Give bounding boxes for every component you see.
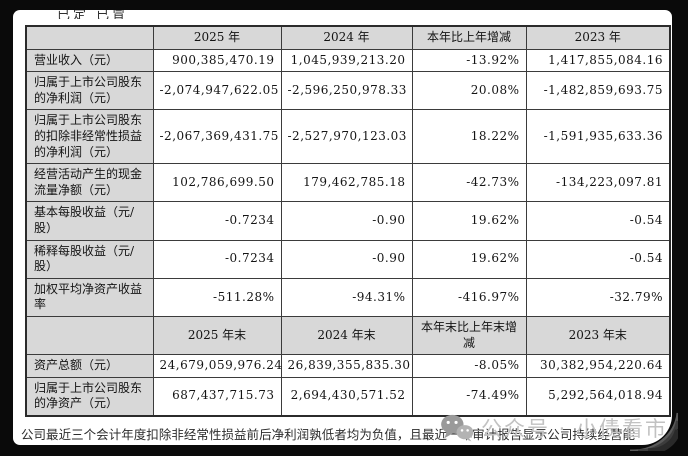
column-header: 2024 年 (280, 25, 413, 50)
column-header: 2025 年 (152, 25, 282, 50)
row-label: 稀释每股收益（元/股） (25, 239, 154, 279)
cell-value: 30,382,954,220.64 (525, 354, 671, 378)
watermark-label: 公众号 · 小债看市 (480, 417, 668, 441)
row-label: 资产总额（元） (25, 354, 154, 378)
cell-value: -511.28% (152, 277, 282, 317)
row-label: 基本每股收益（元/股） (25, 201, 154, 241)
table-row: 基本每股收益（元/股） -0.7234 -0.90 19.62% -0.54 (25, 201, 671, 241)
cell-value: 18.22% (411, 109, 527, 165)
row-label: 营业收入（元） (25, 48, 154, 73)
table-header-row: 2025 年 2024 年本年比上年增减 2023 年 (25, 25, 671, 50)
row-label: 归属于上市公司股东的净资产（元） (25, 376, 154, 417)
table-row: 稀释每股收益（元/股） -0.7234 -0.90 19.62% -0.54 (25, 239, 671, 279)
column-header: 2024 年末 (280, 315, 413, 356)
cell-value: -416.97% (411, 277, 527, 317)
table-row: 归属于上市公司股东的扣除非经常性损益的净利润（元） -2,067,369,431.… (25, 109, 671, 165)
cell-value: -2,067,369,431.75 (152, 109, 282, 165)
cell-value: 900,385,470.19 (152, 48, 282, 73)
table-header-row: 2025 年末 2024 年末 本年末比上年末增减 2023 年末 (25, 315, 671, 356)
cell-value: -0.90 (280, 201, 413, 241)
cell-value: -94.31% (280, 277, 413, 317)
clipped-top-text: 已定 已冒 (57, 10, 129, 19)
cell-value: -42.73% (411, 163, 527, 203)
cell-value: 102,786,699.50 (152, 163, 282, 203)
cell-value: -0.90 (280, 239, 413, 279)
cell-value: -2,596,250,978.33 (280, 71, 413, 111)
cell-value: 24,679,059,976.24 (152, 354, 282, 378)
cell-value: -13.92% (411, 48, 527, 73)
cell-value: -1,591,935,633.36 (525, 109, 671, 165)
corner-header-cell (25, 315, 154, 356)
cell-value: 2,694,430,571.52 (280, 376, 413, 417)
cell-value: 19.62% (411, 201, 527, 241)
row-label: 归属于上市公司股东的扣除非经常性损益的净利润（元） (25, 109, 154, 165)
table-row: 资产总额（元） 24,679,059,976.24 26,839,355,835.3… (25, 354, 671, 378)
cell-value: -0.54 (525, 201, 671, 241)
table-row: 营业收入（元） 900,385,470.19 1,045,939,213.20 -13… (25, 48, 671, 73)
wechat-logo-icon (441, 414, 474, 442)
document-card: 已定 已冒 2025 年 2024 年本年比上年增减 2023 年营业收入（元） 90… (13, 10, 672, 445)
cell-value: 1,045,939,213.20 (280, 48, 413, 73)
cell-value: -2,074,947,622.05 (152, 71, 282, 111)
table-row: 加权平均净资产收益率 -511.28% -94.31% -416.97% -32.79% (25, 277, 671, 317)
cell-value: -0.54 (525, 239, 671, 279)
cell-value: -8.05% (411, 354, 527, 378)
column-header: 2023 年末 (525, 315, 671, 356)
financial-summary-table: 2025 年 2024 年本年比上年增减 2023 年营业收入（元） 900,385,… (25, 25, 671, 417)
row-label: 归属于上市公司股东的净利润（元） (25, 71, 154, 111)
cell-value: -74.49% (411, 376, 527, 417)
cell-value: -1,482,859,693.75 (525, 71, 671, 111)
table-row: 经营活动产生的现金流量净额（元） 102,786,699.50 179,462,78… (25, 163, 671, 203)
cell-value: -0.7234 (152, 201, 282, 241)
table-row: 归属于上市公司股东的净利润（元） -2,074,947,622.05 -2,596,… (25, 71, 671, 111)
cell-value: 26,839,355,835.30 (280, 354, 413, 378)
cell-value: -2,527,970,123.03 (280, 109, 413, 165)
watermark: 公众号 · 小债看市 (440, 413, 668, 443)
cell-value: 687,437,715.73 (152, 376, 282, 417)
cell-value: -134,223,097.81 (525, 163, 671, 203)
cell-value: 19.62% (411, 239, 527, 279)
cell-value: 20.08% (411, 71, 527, 111)
footnote-text: 公司最近三个会计年度扣除非经常性损益前后净利润孰低者均为负值，且最近一年审计报告… (21, 426, 635, 442)
column-header: 2023 年 (525, 25, 671, 50)
column-header: 2025 年末 (152, 315, 282, 356)
corner-curl-decoration (630, 412, 678, 451)
row-label: 加权平均净资产收益率 (25, 277, 154, 317)
cell-value: 5,292,564,018.94 (525, 376, 671, 417)
corner-header-cell (25, 25, 154, 50)
cell-value: 179,462,785.18 (280, 163, 413, 203)
cell-value: 1,417,855,084.16 (525, 48, 671, 73)
cell-value: -32.79% (525, 277, 671, 317)
column-header: 本年比上年增减 (411, 25, 527, 50)
row-label: 经营活动产生的现金流量净额（元） (25, 163, 154, 203)
column-header: 本年末比上年末增减 (411, 315, 527, 356)
cell-value: -0.7234 (152, 239, 282, 279)
table-row: 归属于上市公司股东的净资产（元） 687,437,715.73 2,694,430,… (25, 376, 671, 417)
